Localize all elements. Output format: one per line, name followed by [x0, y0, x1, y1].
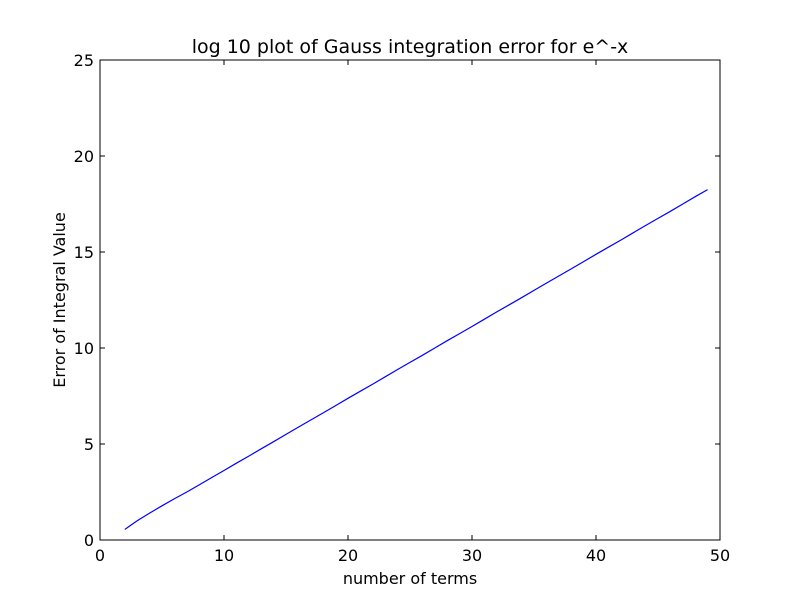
- x-tick-label: 40: [586, 546, 606, 565]
- plot-area: [124, 189, 708, 530]
- y-tick-label: 10: [74, 339, 94, 358]
- chart-title: log 10 plot of Gauss integration error f…: [192, 36, 629, 58]
- x-tick-label: 50: [710, 546, 730, 565]
- x-tick-label: 10: [214, 546, 234, 565]
- y-tick-label: 0: [84, 531, 94, 550]
- series-line: [124, 189, 708, 530]
- y-tick-label: 20: [74, 147, 94, 166]
- y-axis-title: Error of Integral Value: [50, 212, 69, 388]
- x-tick-label: 30: [462, 546, 482, 565]
- ticks: 0 10 20 30 40 50 0 5 10 15 20 25: [74, 51, 731, 565]
- x-tick-label: 0: [95, 546, 105, 565]
- x-axis-title: number of terms: [343, 569, 477, 588]
- y-tick-label: 5: [84, 435, 94, 454]
- plot-frame: [99, 59, 721, 541]
- y-tick-label: 25: [74, 51, 94, 70]
- y-tick-label: 15: [74, 243, 94, 262]
- x-tick-label: 20: [338, 546, 358, 565]
